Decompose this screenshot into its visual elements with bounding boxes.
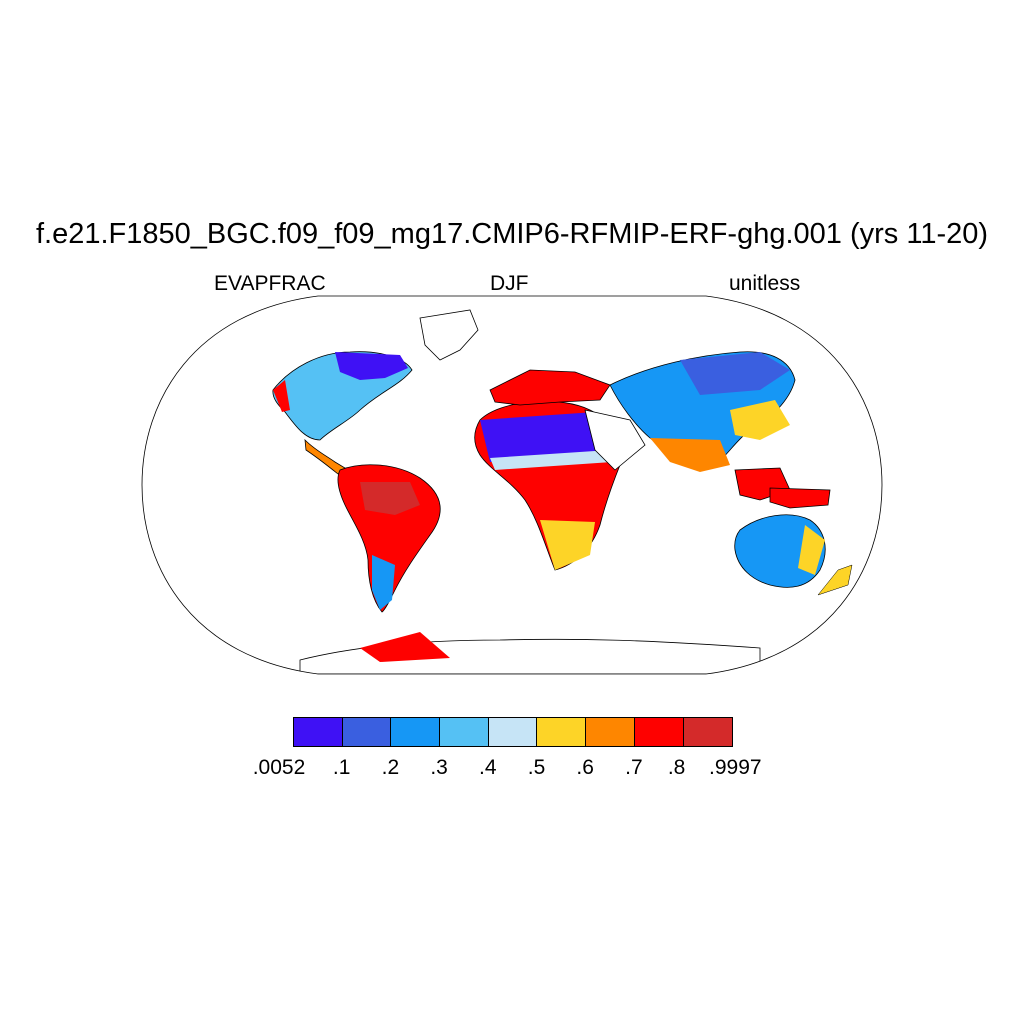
colorbar-tick-label: .4: [479, 756, 497, 779]
new-zealand: [817, 564, 853, 596]
south-asia: [650, 438, 730, 472]
colorbar-box: [294, 718, 343, 746]
north-america-west: [273, 380, 290, 412]
siberia-region: [680, 352, 790, 395]
east-asia: [730, 400, 790, 440]
colorbar-tick-label: .8: [667, 756, 686, 779]
sahel-band: [490, 450, 612, 470]
colorbar-tick-label: .9997: [709, 756, 762, 779]
colorbar-tick-label: .6: [576, 756, 594, 779]
colorbar-box: [391, 718, 441, 746]
europe-region: [489, 369, 611, 406]
colorbar-tick-label: .7: [625, 756, 643, 779]
sahara-region: [480, 412, 610, 462]
greenland-outline: [419, 309, 479, 361]
africa-south: [540, 520, 595, 570]
colorbar-box: [488, 718, 538, 746]
colorbar-box: [586, 718, 635, 746]
north-america-north: [335, 352, 408, 380]
colorbar-tick-label: .5: [527, 756, 546, 779]
colorbar-tick-label: .2: [381, 756, 400, 779]
colorbar-box: [440, 718, 489, 746]
season-label: DJF: [490, 272, 529, 295]
colorbar: [293, 717, 734, 747]
colorbar-tick-label: .3: [430, 756, 448, 779]
south-america-south: [372, 555, 395, 610]
antarctica-region: [299, 638, 761, 674]
colorbar-tick-label: .1: [332, 756, 351, 779]
colorbar-box: [634, 718, 684, 746]
amazon-core: [360, 482, 420, 515]
colorbar-box: [683, 718, 733, 746]
globe-outline: [141, 295, 883, 675]
colorbar-box: [537, 718, 587, 746]
indonesia-region: [769, 487, 831, 509]
variable-label: EVAPFRAC: [214, 272, 326, 295]
colorbar-tick-label: .0052: [252, 756, 306, 779]
australia-east: [798, 525, 825, 575]
arabia-region: [584, 409, 646, 471]
units-label: unitless: [729, 272, 801, 295]
figure-title: f.e21.F1850_BGC.f09_f09_mg17.CMIP6-RFMIP…: [35, 218, 989, 250]
colorbar-box: [342, 718, 392, 746]
antarctic-peninsula: [360, 632, 450, 662]
central-america-region: [304, 438, 346, 475]
